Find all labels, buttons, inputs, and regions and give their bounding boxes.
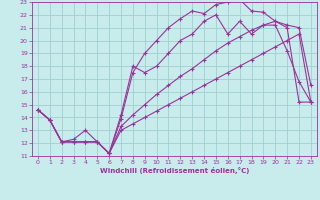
X-axis label: Windchill (Refroidissement éolien,°C): Windchill (Refroidissement éolien,°C) bbox=[100, 167, 249, 174]
